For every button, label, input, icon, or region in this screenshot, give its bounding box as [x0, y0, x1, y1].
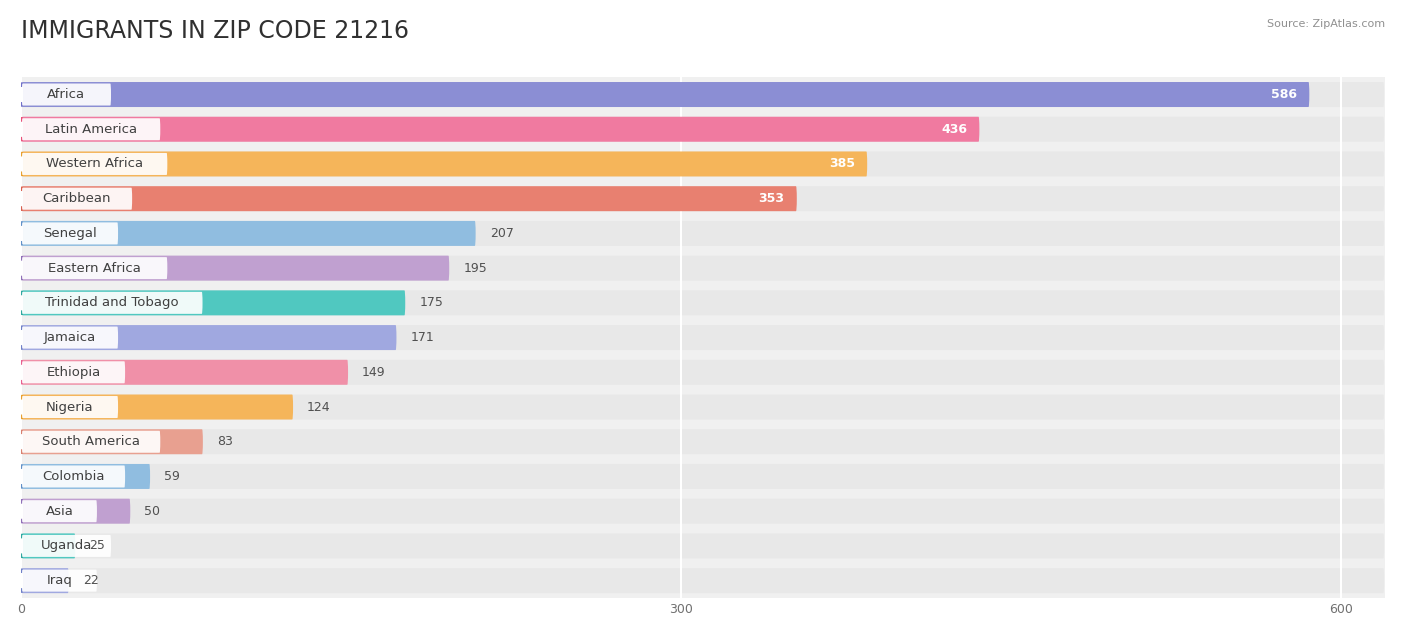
FancyBboxPatch shape [21, 188, 132, 210]
FancyBboxPatch shape [21, 535, 111, 557]
Text: 171: 171 [411, 331, 434, 344]
FancyBboxPatch shape [21, 257, 167, 279]
FancyBboxPatch shape [21, 500, 97, 522]
Text: South America: South America [42, 435, 141, 448]
FancyBboxPatch shape [22, 152, 1384, 176]
FancyBboxPatch shape [22, 117, 1384, 141]
FancyBboxPatch shape [22, 464, 150, 489]
Text: Trinidad and Tobago: Trinidad and Tobago [45, 296, 179, 309]
Circle shape [21, 326, 22, 349]
Text: 59: 59 [165, 470, 180, 483]
Text: Caribbean: Caribbean [42, 192, 111, 205]
Text: Jamaica: Jamaica [44, 331, 96, 344]
Text: Iraq: Iraq [46, 574, 72, 587]
FancyBboxPatch shape [21, 84, 111, 105]
FancyBboxPatch shape [22, 534, 76, 558]
FancyBboxPatch shape [22, 291, 1384, 315]
Circle shape [21, 534, 22, 557]
FancyBboxPatch shape [22, 186, 797, 211]
FancyBboxPatch shape [22, 256, 1384, 280]
Circle shape [21, 291, 22, 314]
Text: 207: 207 [489, 227, 513, 240]
FancyBboxPatch shape [22, 568, 69, 593]
FancyBboxPatch shape [21, 570, 97, 592]
FancyBboxPatch shape [21, 396, 118, 418]
FancyBboxPatch shape [22, 82, 1309, 107]
Text: 195: 195 [463, 262, 486, 275]
Text: Africa: Africa [48, 88, 86, 101]
Circle shape [21, 569, 22, 592]
FancyBboxPatch shape [22, 360, 349, 385]
FancyBboxPatch shape [21, 222, 118, 244]
Text: 436: 436 [941, 123, 967, 136]
Circle shape [21, 118, 22, 141]
Text: Asia: Asia [45, 505, 73, 518]
Text: 22: 22 [83, 574, 98, 587]
FancyBboxPatch shape [22, 360, 1384, 385]
FancyBboxPatch shape [22, 499, 1384, 523]
FancyBboxPatch shape [22, 117, 980, 141]
Circle shape [21, 187, 22, 210]
FancyBboxPatch shape [22, 186, 1384, 211]
FancyBboxPatch shape [21, 118, 160, 140]
FancyBboxPatch shape [22, 499, 131, 523]
Circle shape [21, 500, 22, 523]
FancyBboxPatch shape [22, 325, 1384, 350]
Text: 385: 385 [828, 158, 855, 170]
Text: IMMIGRANTS IN ZIP CODE 21216: IMMIGRANTS IN ZIP CODE 21216 [21, 19, 409, 43]
FancyBboxPatch shape [21, 466, 125, 487]
FancyBboxPatch shape [21, 153, 167, 175]
FancyBboxPatch shape [21, 292, 202, 314]
FancyBboxPatch shape [21, 361, 125, 383]
FancyBboxPatch shape [22, 395, 292, 419]
FancyBboxPatch shape [22, 82, 1384, 107]
Text: Uganda: Uganda [41, 539, 91, 552]
Text: 586: 586 [1271, 88, 1296, 101]
Text: 353: 353 [758, 192, 785, 205]
Circle shape [21, 465, 22, 488]
Text: Source: ZipAtlas.com: Source: ZipAtlas.com [1267, 19, 1385, 30]
FancyBboxPatch shape [22, 534, 1384, 558]
FancyBboxPatch shape [22, 325, 396, 350]
FancyBboxPatch shape [22, 464, 1384, 489]
Text: Senegal: Senegal [44, 227, 97, 240]
Text: Eastern Africa: Eastern Africa [48, 262, 141, 275]
Text: Colombia: Colombia [42, 470, 104, 483]
Circle shape [21, 395, 22, 419]
FancyBboxPatch shape [22, 568, 1384, 593]
Text: 25: 25 [90, 539, 105, 552]
Circle shape [21, 361, 22, 384]
FancyBboxPatch shape [22, 221, 475, 246]
FancyBboxPatch shape [22, 291, 405, 315]
Text: 124: 124 [307, 401, 330, 413]
Text: Nigeria: Nigeria [46, 401, 94, 413]
Circle shape [21, 222, 22, 245]
Circle shape [21, 257, 22, 280]
Text: 83: 83 [217, 435, 233, 448]
Text: Western Africa: Western Africa [46, 158, 143, 170]
Circle shape [21, 83, 22, 106]
Text: Latin America: Latin America [45, 123, 138, 136]
Text: Ethiopia: Ethiopia [46, 366, 101, 379]
Text: 175: 175 [419, 296, 443, 309]
FancyBboxPatch shape [21, 327, 118, 349]
FancyBboxPatch shape [22, 430, 1384, 454]
FancyBboxPatch shape [22, 221, 1384, 246]
FancyBboxPatch shape [22, 430, 202, 454]
Text: 50: 50 [145, 505, 160, 518]
Circle shape [21, 430, 22, 453]
Circle shape [21, 152, 22, 176]
Text: 149: 149 [363, 366, 385, 379]
FancyBboxPatch shape [21, 431, 160, 453]
FancyBboxPatch shape [22, 152, 868, 176]
FancyBboxPatch shape [22, 395, 1384, 419]
FancyBboxPatch shape [22, 256, 450, 280]
